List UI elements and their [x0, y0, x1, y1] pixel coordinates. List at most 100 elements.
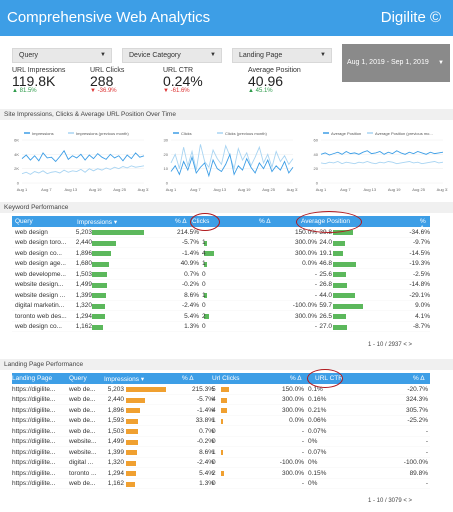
table-row[interactable]: https://digilite... web de... 1,896 -1.4% 4 3…	[12, 405, 430, 416]
table-cell: 305.7%	[405, 406, 428, 414]
table-cell: https://digilite...	[12, 385, 56, 393]
value-bar	[92, 272, 108, 277]
table-cell: 5,203	[75, 228, 92, 236]
table-row[interactable]: web design co... 1,162 1.3% 0 -27.0 -8.7%	[12, 322, 430, 332]
landing-section-title: Landing Page Performance	[0, 359, 453, 370]
table-row[interactable]: toronto web des... 1,294 5.4% 2 300.0% 26.5 4.…	[12, 311, 430, 322]
column-header[interactable]: % Δ	[182, 375, 194, 382]
kpi-label: URL Clicks	[90, 67, 125, 74]
table-cell: -	[425, 438, 428, 445]
table-cell: 0	[212, 438, 216, 445]
trend-chart-1: Clicks Clicks (previous month) 30 20 10 0 Aug …	[153, 125, 301, 193]
value-bar	[204, 314, 209, 319]
table-row[interactable]: https://digilite... web de... 2,440 -5.7% 4 3…	[12, 395, 430, 405]
table-cell: 8.6%	[199, 448, 214, 456]
y-tick-label: 0	[316, 181, 319, 186]
table-cell: 1,499	[107, 438, 124, 445]
table-cell: 27.0	[319, 323, 332, 330]
table-cell: 2	[202, 312, 206, 320]
header-bar: Comprehensive Web Analytics Digilite ©	[0, 0, 453, 36]
value-bar	[204, 293, 207, 298]
legend-label: Impressions (previous month)	[76, 131, 129, 136]
value-bar	[92, 251, 111, 256]
column-header[interactable]: % Δ	[290, 375, 302, 382]
column-header[interactable]: Query	[15, 218, 33, 225]
table-cell: 0	[202, 323, 206, 330]
value-bar	[126, 418, 139, 424]
kpi-delta: ▲ 45.1%	[248, 88, 273, 94]
table-cell: 324.3%	[405, 396, 428, 403]
table-row[interactable]: https://digilite... web de... 1,503 0.7% 0-0…	[12, 426, 430, 437]
column-header[interactable]: Impressions ▾	[104, 376, 145, 383]
table-cell: 26.8	[319, 281, 332, 288]
table-cell: -	[301, 448, 304, 456]
table-row[interactable]: website design ... 1,399 8.6% 1 -44.0 -29.1%	[12, 290, 430, 301]
value-bar	[221, 408, 228, 413]
legend-label: Clicks (previous month)	[225, 131, 267, 136]
table-cell: digital ...	[69, 459, 94, 466]
table-cell: -	[301, 438, 304, 445]
table-row[interactable]: https://digilite... digital ... 1,320 -2.4%…	[12, 458, 430, 468]
table-cell: 0.7%	[184, 270, 199, 278]
table-cell: 1,399	[107, 448, 124, 456]
column-header[interactable]: % Δ	[420, 218, 426, 232]
table-row[interactable]: https://digilite... toronto ... 1,294 5.4% 2…	[12, 468, 430, 479]
table-row[interactable]: https://digilite... web de... 1,162 1.3% 0-0…	[12, 479, 430, 489]
value-bar	[221, 387, 229, 392]
table-row[interactable]: digital marketin... 1,320 -2.4% 0 -100.0% 59.…	[12, 301, 430, 311]
table-cell: web design age...	[15, 260, 66, 267]
value-bar	[333, 251, 343, 256]
table-cell: 0.07%	[308, 427, 327, 435]
table-row[interactable]: web design 5,203 214.5% 150.0% 39.8 -34.6%	[12, 227, 430, 238]
table-cell: -	[301, 480, 304, 487]
column-header[interactable]: Url Clicks	[212, 375, 240, 382]
value-bar	[333, 230, 354, 235]
table-row[interactable]: https://digilite... website... 1,399 8.6% 1 -…	[12, 447, 430, 458]
column-header[interactable]: Impressions ▾	[77, 219, 118, 226]
series-line-current	[21, 149, 145, 163]
table-cell: toronto web des...	[15, 312, 67, 320]
column-header[interactable]: % Δ	[259, 218, 271, 225]
landing-filter-dropdown[interactable]: Landing Page ▼	[232, 48, 332, 63]
table-row[interactable]: https://digilite... website... 1,499 -0.2% 0…	[12, 437, 430, 447]
table-cell: -100.0%	[292, 302, 317, 309]
table-row[interactable]: web design toro... 2,440 -5.7% 1 300.0% 24.0 -…	[12, 238, 430, 248]
table-cell: 300.0%	[281, 406, 304, 414]
table-cell: 1,320	[75, 302, 92, 309]
table-row[interactable]: web design co... 1,896 -1.4% 4 300.0% 19.1 -14…	[12, 248, 430, 259]
kpi-value: 40.96	[248, 73, 284, 89]
column-header[interactable]: Query	[69, 375, 87, 382]
table-row[interactable]: https://digilite... web de... 1,593 33.8% 1 0…	[12, 416, 430, 426]
table-cell: 5.4%	[184, 312, 199, 320]
table-cell: -0.2%	[197, 438, 214, 445]
table-cell: 0.06%	[308, 417, 327, 424]
table-cell: 4.1%	[415, 312, 430, 320]
device-filter-dropdown[interactable]: Device Category ▼	[122, 48, 222, 63]
legend-label: Clicks	[181, 131, 192, 136]
table-row[interactable]: https://digilite... web de... 5,203 215.3% 5…	[12, 384, 430, 395]
column-header[interactable]: % Δ	[175, 218, 187, 225]
column-header[interactable]: Landing Page	[12, 375, 53, 382]
annotation-circle-avg-position	[296, 211, 362, 233]
table-cell: -100.0%	[403, 459, 428, 466]
table-cell: web de...	[69, 417, 96, 424]
table-cell: https://digilite...	[12, 448, 56, 456]
table-row[interactable]: web design age... 1,680 40.9% 1 0.0% 46.8 -19.…	[12, 259, 430, 269]
column-header[interactable]: % Δ	[413, 375, 425, 382]
table-cell: -1.4%	[197, 406, 214, 414]
table-row[interactable]: website design... 1,499 -0.2% 0 -26.8 -14.8%	[12, 280, 430, 290]
value-bar	[126, 397, 145, 403]
landing-pager[interactable]: 1 - 10 / 3079 < >	[368, 498, 413, 504]
table-cell: 24.0	[319, 239, 332, 246]
table-cell: -2.5%	[413, 270, 430, 278]
table-row[interactable]: web developme... 1,503 0.7% 0 -25.6 -2.5%	[12, 269, 430, 280]
table-cell: 1,680	[75, 260, 92, 267]
keyword-pager[interactable]: 1 - 10 / 2937 < >	[368, 342, 413, 348]
date-range-picker[interactable]: Aug 1, 2019 - Sep 1, 2019 ▼	[342, 44, 450, 82]
x-tick-label: Aug 7	[190, 187, 201, 192]
landing-filter-label: Landing Page	[239, 52, 283, 59]
query-filter-dropdown[interactable]: Query ▼	[12, 48, 112, 63]
table-cell: web design toro...	[15, 239, 67, 246]
value-bar	[126, 481, 135, 487]
table-cell: 214.5%	[176, 228, 199, 236]
